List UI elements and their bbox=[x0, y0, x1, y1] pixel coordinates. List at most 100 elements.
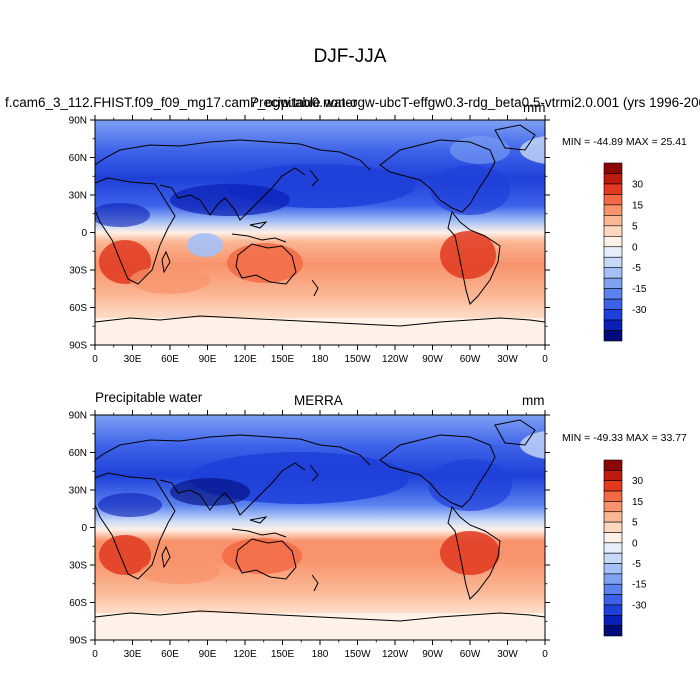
lat-tick-label: 90N bbox=[69, 116, 87, 127]
colorbar-swatch bbox=[603, 298, 623, 310]
panel1-units: mm bbox=[523, 100, 546, 115]
colorbar-swatch bbox=[603, 309, 623, 321]
lon-tick-label: 90E bbox=[199, 649, 217, 660]
colorbar-label: 30 bbox=[632, 179, 644, 190]
panel2-colorbar: 30 15 5 0 -5 -15 -30 bbox=[603, 459, 647, 637]
lat-tick-label: 0 bbox=[81, 228, 87, 239]
colorbar-swatch bbox=[603, 573, 623, 585]
panel1-case-label: f.cam6_3_112.FHIST.f09_f09_mg17.cam7_ogw… bbox=[5, 95, 700, 110]
lon-tick-label: 120E bbox=[233, 354, 257, 365]
lon-tick-label: 30E bbox=[124, 354, 142, 365]
colorbar-swatch bbox=[603, 277, 623, 289]
colorbar-swatch bbox=[603, 501, 623, 513]
colorbar-swatch bbox=[603, 542, 623, 554]
colorbar-swatch bbox=[603, 625, 623, 637]
panel1-variable-overlay: Precipitable water bbox=[250, 95, 358, 110]
panel2-ticks: 90N 60N 30N 0 30S 60S 90S 0 30E 60E 90E 120E 150E 180… bbox=[69, 410, 550, 660]
colorbar-swatch bbox=[603, 330, 623, 342]
lon-tick-label: 90W bbox=[422, 354, 443, 365]
colorbar-swatch bbox=[603, 319, 623, 331]
lon-tick-label: 30E bbox=[124, 649, 142, 660]
colorbar-swatch bbox=[603, 162, 623, 174]
lon-tick-label: 30W bbox=[497, 354, 518, 365]
colorbar-swatch bbox=[603, 459, 623, 471]
colorbar-label: 5 bbox=[632, 221, 638, 232]
panel2-units: mm bbox=[522, 393, 545, 408]
colorbar-label: -15 bbox=[632, 580, 647, 591]
lat-tick-label: 60S bbox=[69, 303, 87, 314]
colorbar-swatch bbox=[603, 256, 623, 269]
colorbar-swatch bbox=[603, 204, 623, 216]
lon-tick-label: 0 bbox=[542, 354, 548, 365]
lat-tick-label: 60N bbox=[69, 448, 87, 459]
colorbar-label: -30 bbox=[632, 305, 647, 316]
lon-tick-label: 60E bbox=[161, 649, 179, 660]
lon-tick-label: 60W bbox=[460, 354, 481, 365]
colorbar-label: -5 bbox=[632, 559, 641, 570]
lon-tick-label: 0 bbox=[92, 354, 98, 365]
lon-tick-label: 0 bbox=[542, 649, 548, 660]
lon-tick-label: 120W bbox=[382, 354, 409, 365]
colorbar-swatch bbox=[603, 267, 623, 279]
colorbar-label: 5 bbox=[632, 518, 638, 529]
colorbar-label: 15 bbox=[632, 200, 644, 211]
lon-tick-label: 60E bbox=[161, 354, 179, 365]
colorbar-swatch bbox=[603, 235, 623, 248]
panel1-ticks: 90N 60N 30N 0 30S 60S 90S 0 30E 60E 90E 120E 150E 180… bbox=[69, 115, 550, 365]
colorbar-label: -30 bbox=[632, 600, 647, 611]
lon-tick-label: 60W bbox=[460, 649, 481, 660]
colorbar-swatch bbox=[603, 288, 623, 300]
panel1-contour-field bbox=[95, 120, 545, 345]
lon-tick-label: 120E bbox=[233, 649, 257, 660]
colorbar-label: -15 bbox=[632, 284, 647, 295]
lat-tick-label: 30S bbox=[69, 266, 87, 277]
panel1-colorbar: 30 15 5 0 -5 -15 -30 bbox=[603, 162, 647, 342]
colorbar-swatch bbox=[603, 470, 623, 482]
lon-tick-label: 150E bbox=[271, 649, 295, 660]
colorbar-swatch bbox=[603, 614, 623, 626]
lon-tick-label: 150W bbox=[344, 354, 371, 365]
colorbar-swatch bbox=[603, 583, 623, 595]
colorbar-swatch bbox=[603, 225, 623, 237]
colorbar-swatch bbox=[603, 521, 623, 533]
panel2-dataset-label: MERRA bbox=[294, 393, 343, 408]
lon-tick-label: 120W bbox=[382, 649, 409, 660]
lon-tick-label: 180 bbox=[312, 649, 329, 660]
lat-tick-label: 0 bbox=[81, 523, 87, 534]
panel2-minmax: MIN = -49.33 MAX = 33.77 bbox=[562, 432, 687, 444]
lon-tick-label: 0 bbox=[92, 649, 98, 660]
lon-tick-label: 30W bbox=[497, 649, 518, 660]
panel2-variable-label: Precipitable water bbox=[95, 390, 203, 405]
lat-tick-label: 90S bbox=[69, 341, 87, 352]
main-title: DJF-JJA bbox=[313, 46, 387, 67]
lon-tick-label: 150W bbox=[344, 649, 371, 660]
colorbar-swatch bbox=[603, 563, 623, 575]
colorbar-swatch bbox=[603, 173, 623, 185]
colorbar-swatch bbox=[603, 480, 623, 492]
colorbar-swatch bbox=[603, 552, 623, 564]
colorbar-swatch bbox=[603, 604, 623, 616]
colorbar-label: 0 bbox=[632, 242, 638, 253]
panel1-minmax: MIN = -44.89 MAX = 25.41 bbox=[562, 136, 687, 148]
colorbar-label: -5 bbox=[632, 263, 641, 274]
colorbar-swatch bbox=[603, 215, 623, 227]
lat-tick-label: 30S bbox=[69, 561, 87, 572]
lon-tick-label: 90E bbox=[199, 354, 217, 365]
lon-tick-label: 90W bbox=[422, 649, 443, 660]
colorbar-swatch bbox=[603, 183, 623, 195]
lat-tick-label: 30N bbox=[69, 191, 87, 202]
colorbar-label: 15 bbox=[632, 497, 644, 508]
colorbar-label: 30 bbox=[632, 476, 644, 487]
colorbar-swatch bbox=[603, 594, 623, 606]
colorbar-swatch bbox=[603, 532, 623, 544]
colorbar-label: 0 bbox=[632, 538, 638, 549]
colorbar-swatch bbox=[603, 490, 623, 502]
lat-tick-label: 60N bbox=[69, 153, 87, 164]
lat-tick-label: 90N bbox=[69, 411, 87, 422]
panel1-coastlines bbox=[95, 124, 545, 327]
colorbar-swatch bbox=[603, 246, 623, 258]
colorbar-swatch bbox=[603, 511, 623, 523]
colorbar-swatch bbox=[603, 194, 623, 206]
lat-tick-label: 30N bbox=[69, 486, 87, 497]
